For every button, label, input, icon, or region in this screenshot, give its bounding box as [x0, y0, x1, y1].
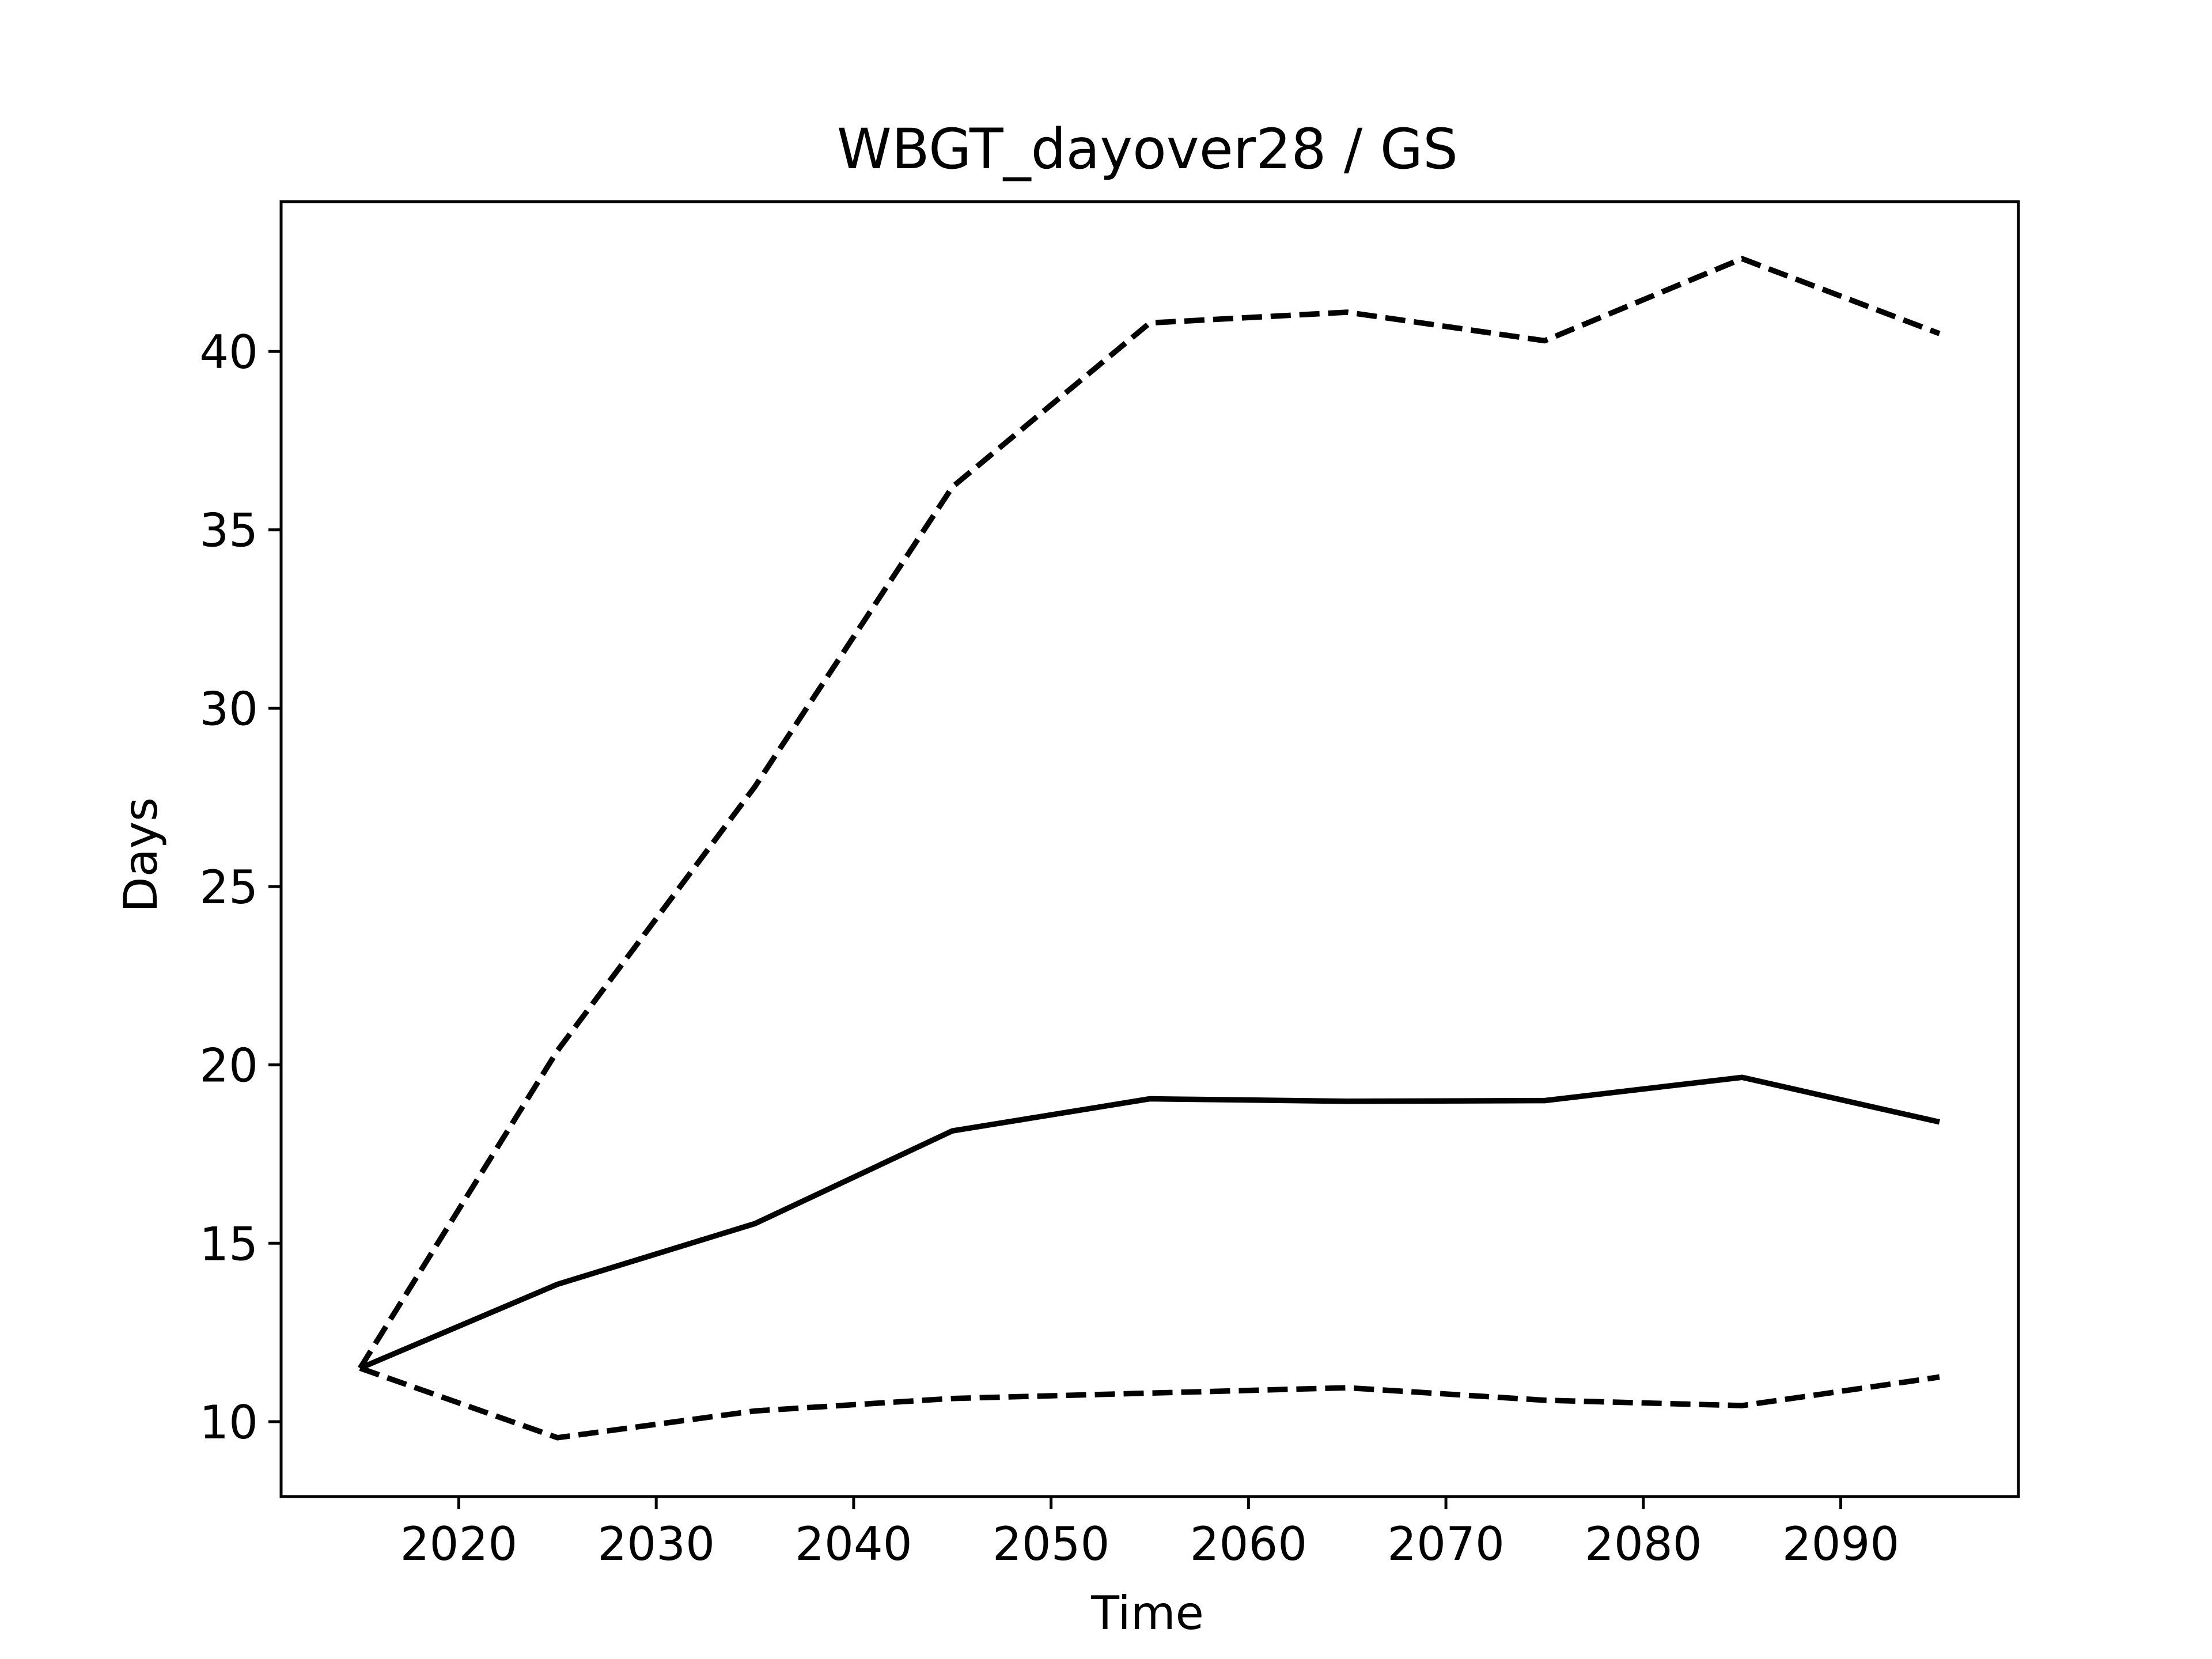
x-tick-label: 2080 — [1585, 1517, 1702, 1571]
y-tick-label: 25 — [199, 861, 258, 914]
x-tick-label: 2060 — [1190, 1517, 1308, 1571]
x-axis-label: Time — [1090, 1586, 1204, 1640]
y-tick-label: 15 — [199, 1217, 258, 1271]
x-tick-label: 2030 — [597, 1517, 715, 1571]
x-tick-label: 2050 — [993, 1517, 1110, 1571]
chart-title: WBGT_dayover28 / GS — [837, 117, 1458, 181]
y-tick-label: 30 — [199, 682, 258, 736]
y-tick-label: 35 — [199, 504, 258, 558]
dashed-series-line-2 — [358, 256, 1941, 1370]
x-tick-label: 2020 — [400, 1517, 518, 1571]
x-tick-label: 2040 — [795, 1517, 912, 1571]
plot-area: 2020 2030 2040 2050 2060 2070 2080 2090 10 15 20 25… — [199, 200, 2020, 1571]
y-tick-label: 40 — [199, 325, 258, 379]
x-tick-label: 2090 — [1782, 1517, 1900, 1571]
axes-frame — [279, 200, 2020, 1498]
y-tick-label: 20 — [199, 1039, 258, 1093]
solid-series-line-1 — [359, 1074, 1940, 1371]
x-tick-label: 2070 — [1387, 1517, 1505, 1571]
y-axis-label: Days — [114, 797, 168, 912]
y-tick-label: 10 — [199, 1396, 258, 1449]
dashed-series-line-3 — [359, 1365, 1940, 1441]
